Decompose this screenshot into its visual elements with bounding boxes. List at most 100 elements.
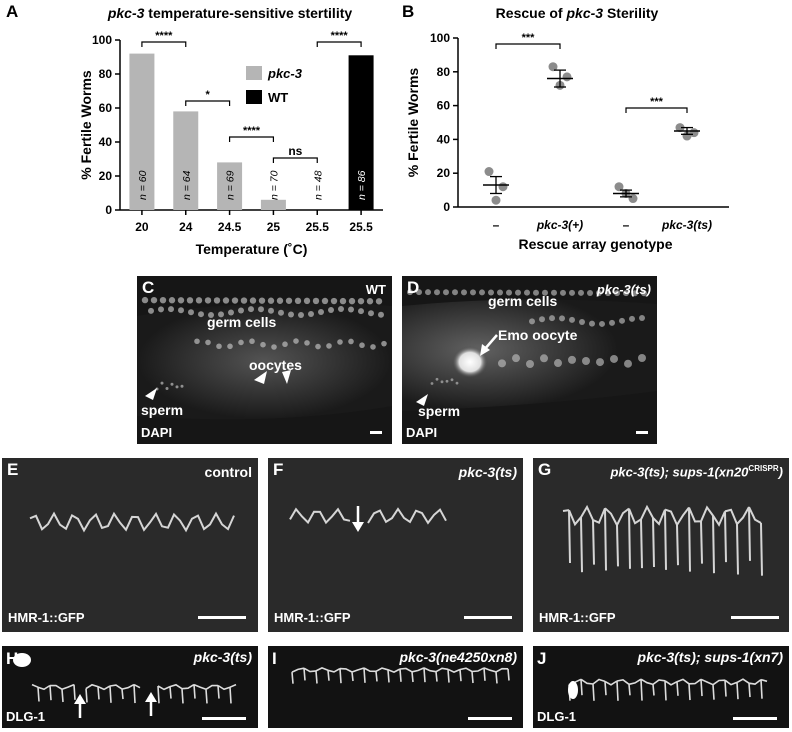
chart-a-bar [348, 55, 374, 210]
micrograph-g-letter: G [538, 460, 552, 479]
chart-a-bar [260, 199, 286, 210]
chart-b-x-tick-label: pkc-3(+) [536, 218, 583, 232]
chart-a-bar [129, 53, 155, 210]
chart-a-significance-label: **** [331, 30, 349, 42]
micrograph-g-genotype-sup: CRISPR [748, 464, 779, 473]
micrograph-g-genotype-end: ) [778, 464, 783, 480]
sperm-arrowhead-icon [145, 388, 157, 400]
chart-a-fertility-bar-chart: pkc-3 temperature-sensitive stertility 0… [78, 5, 383, 257]
micrograph-j-supps1-xn7-dlg1: J pkc-3(ts); sups-1(xn7) DLG-1 [533, 646, 789, 728]
chart-a-n-label: n = 64 [181, 170, 193, 200]
chart-a-y-tick-label: 100 [92, 33, 112, 47]
micrograph-c-arrowheads [145, 370, 291, 400]
micrograph-c-image [137, 276, 392, 444]
panel-letter-a: A [6, 2, 19, 21]
micrograph-g-scale-bar [731, 616, 779, 619]
micrograph-d-image [402, 276, 657, 444]
micrograph-f-scale-bar [464, 616, 512, 619]
micrograph-g-genotype-main: pkc-3(ts); sups-1(xn20 [610, 464, 749, 480]
chart-a-x-tick-label: 25.5 [349, 220, 373, 234]
chart-b-point [562, 72, 572, 82]
chart-a-y-tick-label: 40 [99, 135, 113, 149]
chart-b-x-label: Rescue array genotype [518, 236, 672, 252]
sperm-arrowhead-icon [416, 394, 428, 406]
chart-a-significance-label: * [206, 89, 211, 101]
chart-b-point [614, 182, 624, 192]
chart-a-x-label: Temperature (˚C) [196, 241, 308, 257]
chart-b-title: Rescue of pkc-3 Sterility [496, 5, 659, 21]
chart-b-y-tick-label: 40 [437, 132, 451, 146]
chart-a-y-tick-label: 0 [105, 203, 112, 217]
micrograph-c-wt-dapi: C WT germ cells oocytes sperm DAPI [137, 276, 392, 444]
chart-b-title-suffix: Sterility [603, 5, 658, 21]
chart-b-point [484, 167, 494, 177]
chart-a-title: pkc-3 temperature-sensitive stertility [107, 5, 353, 21]
chart-a-n-label: n = 86 [356, 170, 368, 200]
chart-b-point [548, 62, 558, 72]
micrograph-d-pkc3ts-dapi: D pkc-3(ts) germ cells Emo oocyte sperm … [402, 276, 657, 444]
chart-a-legend-label: WT [268, 90, 288, 105]
micrograph-g-image [533, 458, 789, 632]
micrograph-e-control-hmr1: E control HMR-1::GFP [2, 458, 258, 632]
chart-b-y-tick-label: 100 [430, 31, 450, 45]
micrograph-c-sperm-label: sperm [141, 402, 184, 418]
chart-b-y-tick-label: 0 [443, 200, 450, 214]
chart-a-n-label: n = 70 [268, 170, 280, 200]
chart-b-y-tick-label: 60 [437, 99, 451, 113]
micrograph-e-genotype: control [204, 464, 252, 480]
chart-a-legend-label: pkc-3 [267, 66, 303, 81]
micrograph-g-supps1-hmr1: G pkc-3(ts); sups-1(xn20CRISPR) HMR-1::G… [533, 458, 789, 632]
chart-b-point [675, 123, 685, 133]
micrograph-d-germ-cells-label: germ cells [488, 293, 558, 309]
chart-b-significance-bracket [625, 107, 688, 113]
chart-a-y-tick-label: 20 [99, 169, 113, 183]
micrograph-d-genotype: pkc-3(ts) [596, 282, 651, 297]
panel-letter-b: B [402, 2, 415, 21]
chart-b-rescue-scatter: Rescue of pkc-3 Sterility 0 20 40 60 80 100 % … [405, 5, 729, 252]
chart-a-title-rest: temperature-sensitive stertility [144, 5, 352, 21]
chart-b-x-tick-label: pkc-3(ts) [661, 218, 712, 232]
chart-a-x-tick-label: 24 [179, 220, 193, 234]
micrograph-i-image [268, 646, 523, 728]
micrograph-h-letter: H [6, 649, 19, 668]
micrograph-j-scale-bar [733, 717, 777, 720]
micrograph-h-image [2, 646, 258, 728]
chart-a-y-tick-label: 60 [99, 101, 113, 115]
chart-b-significance-bracket [495, 43, 561, 49]
chart-a-legend-swatch [246, 90, 262, 104]
chart-a-x-tick-label: 24.5 [218, 220, 242, 234]
chart-b-title-prefix: Rescue of [496, 5, 567, 21]
micrograph-j-letter: J [537, 649, 547, 668]
chart-b-y-label: % Fertile Worms [405, 68, 421, 178]
micrograph-h-marker: DLG-1 [6, 709, 45, 724]
micrograph-j-image [533, 646, 789, 728]
chart-a-n-label: n = 69 [225, 170, 237, 200]
chart-b-point [689, 128, 699, 138]
chart-a-significance-bracket [141, 41, 187, 47]
chart-a-significance-bracket [272, 157, 318, 163]
chart-b-point [498, 182, 508, 192]
chart-a-significance-bracket [228, 136, 275, 142]
micrograph-g-genotype: pkc-3(ts); sups-1(xn20CRISPR) [610, 464, 783, 479]
micrograph-d-arrows [416, 334, 498, 406]
micrograph-h-pkc3ts-dlg1: H pkc-3(ts) DLG-1 [2, 646, 258, 728]
micrograph-j-genotype: pkc-3(ts); sups-1(xn7) [637, 649, 783, 665]
chart-b-title-gene: pkc-3 [565, 5, 603, 21]
chart-b-y-tick-label: 20 [437, 166, 451, 180]
chart-a-significance-label: **** [155, 30, 173, 42]
chart-a-n-label: n = 48 [312, 170, 324, 200]
micrograph-d-emo-oocyte-label: Emo oocyte [498, 327, 578, 343]
micrograph-d-letter: D [407, 278, 420, 297]
micrograph-i-letter: I [272, 649, 277, 668]
chart-a-legend-swatch [246, 66, 262, 80]
micrograph-c-oocytes-label: oocytes [249, 357, 302, 373]
micrograph-c-letter: C [142, 278, 155, 297]
chart-a-significance-label: ns [288, 144, 302, 158]
micrograph-c-dapi-label: DAPI [141, 425, 173, 440]
micrograph-c-germ-cells-label: germ cells [207, 314, 277, 330]
chart-a-y-tick-label: 80 [99, 67, 113, 81]
chart-a-x-tick-label: 20 [135, 220, 149, 234]
micrograph-e-image [2, 458, 258, 632]
chart-b-significance-label: *** [522, 32, 536, 44]
chart-a-x-tick-label: 25.5 [306, 220, 330, 234]
